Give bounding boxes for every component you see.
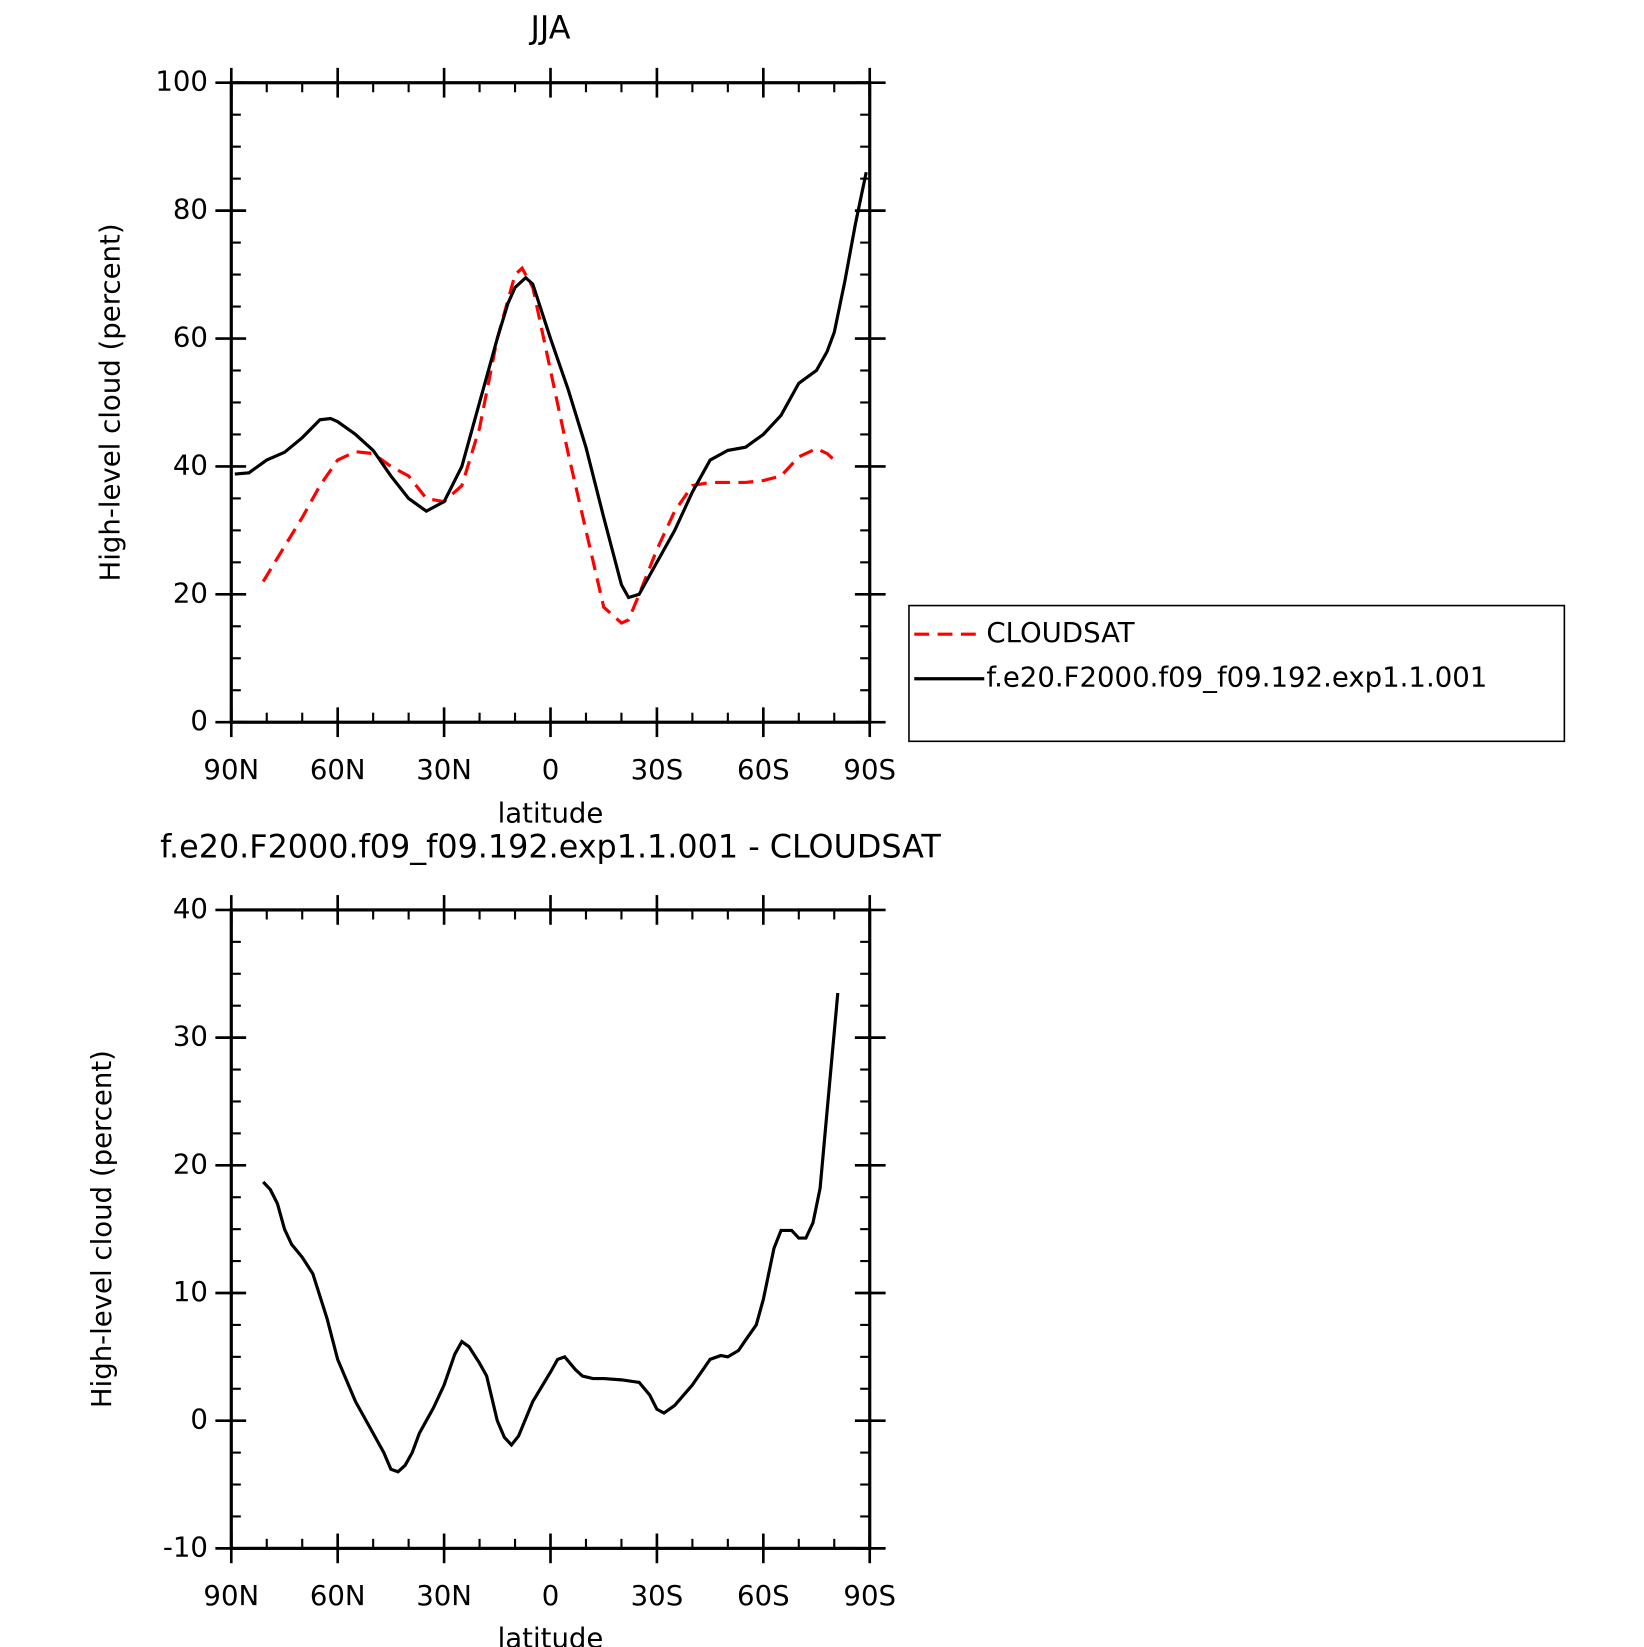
x-tick-label: 60S (737, 753, 790, 786)
y-axis-label: High-level cloud (percent) (85, 1050, 118, 1408)
chart-title: f.e20.F2000.f09_f09.192.exp1.1.001 - CLO… (160, 827, 941, 865)
data-line (261, 265, 839, 625)
x-tick-label: 90N (203, 1579, 259, 1612)
x-tick-label: 90S (843, 1579, 896, 1612)
x-tick-label: 30N (416, 1579, 472, 1612)
y-tick-label: 60 (173, 321, 208, 354)
y-axis-label: High-level cloud (percent) (93, 223, 126, 581)
x-tick-label: 60N (310, 1579, 366, 1612)
x-tick-label: 0 (542, 753, 560, 786)
data-line (234, 171, 868, 600)
y-tick-label: 20 (173, 1147, 208, 1180)
plot-frame (229, 81, 872, 724)
y-tick-label: 40 (173, 892, 208, 925)
legend-box (908, 604, 1566, 743)
chart-title: JJA (529, 9, 571, 47)
x-tick-label: 0 (542, 1579, 560, 1612)
data-line (262, 992, 840, 1474)
legend-label: f.e20.F2000.f09_f09.192.exp1.1.001 (986, 661, 1487, 694)
x-axis-label: latitude (498, 796, 604, 829)
x-tick-label: 90S (843, 753, 896, 786)
y-tick-label: 0 (190, 704, 208, 737)
x-tick-label: 30S (631, 1579, 684, 1612)
y-tick-label: 0 (190, 1403, 208, 1436)
x-axis-label: latitude (498, 1622, 604, 1647)
x-tick-label: 30S (631, 753, 684, 786)
x-tick-label: 60S (737, 1579, 790, 1612)
legend-label: CLOUDSAT (986, 616, 1134, 649)
x-tick-label: 90N (203, 753, 259, 786)
y-tick-label: 40 (173, 448, 208, 481)
y-tick-label: 80 (173, 193, 208, 226)
y-tick-label: -10 (163, 1530, 208, 1563)
y-tick-label: 10 (173, 1275, 208, 1308)
plot-frame (229, 908, 872, 1550)
y-tick-label: 30 (173, 1020, 208, 1053)
x-tick-label: 30N (416, 753, 472, 786)
y-tick-label: 20 (173, 576, 208, 609)
x-tick-label: 60N (310, 753, 366, 786)
y-tick-label: 100 (155, 65, 208, 98)
